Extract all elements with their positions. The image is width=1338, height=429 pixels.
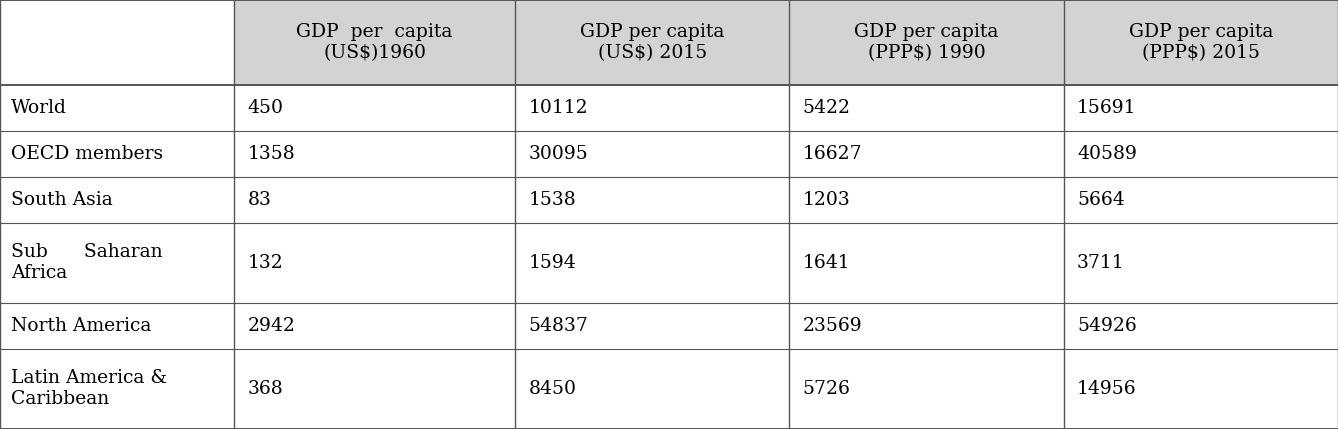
Text: 1594: 1594	[529, 254, 577, 272]
Bar	[1064, 223, 1338, 303]
Bar	[515, 0, 789, 85]
Text: World: World	[11, 99, 67, 117]
Text: GDP per capita
(PPP$) 2015: GDP per capita (PPP$) 2015	[1129, 23, 1272, 62]
Bar	[789, 85, 1064, 131]
Bar	[0, 223, 234, 303]
Bar	[1064, 177, 1338, 223]
Bar	[789, 303, 1064, 349]
Bar	[515, 223, 789, 303]
Text: 16627: 16627	[803, 145, 863, 163]
Bar	[0, 85, 234, 131]
Bar	[515, 131, 789, 177]
Bar	[789, 349, 1064, 429]
Bar	[789, 223, 1064, 303]
Text: GDP  per  capita
(US$)1960: GDP per capita (US$)1960	[297, 23, 452, 62]
Bar	[515, 303, 789, 349]
Text: 5726: 5726	[803, 380, 851, 398]
Bar	[515, 85, 789, 131]
Bar	[234, 0, 515, 85]
Bar	[234, 303, 515, 349]
Text: 450: 450	[248, 99, 284, 117]
Bar	[0, 349, 234, 429]
Bar	[234, 349, 515, 429]
Text: 83: 83	[248, 190, 272, 208]
Text: 132: 132	[248, 254, 284, 272]
Bar	[789, 131, 1064, 177]
Text: 54837: 54837	[529, 317, 589, 335]
Text: GDP per capita
(PPP$) 1990: GDP per capita (PPP$) 1990	[855, 23, 998, 62]
Bar	[515, 177, 789, 223]
Bar	[1064, 0, 1338, 85]
Text: 5664: 5664	[1077, 190, 1125, 208]
Bar	[0, 131, 234, 177]
Bar	[1064, 85, 1338, 131]
Text: 40589: 40589	[1077, 145, 1137, 163]
Text: 30095: 30095	[529, 145, 589, 163]
Text: 3711: 3711	[1077, 254, 1125, 272]
Text: 54926: 54926	[1077, 317, 1137, 335]
Text: 1358: 1358	[248, 145, 296, 163]
Bar	[1064, 303, 1338, 349]
Text: 1641: 1641	[803, 254, 851, 272]
Text: North America: North America	[11, 317, 151, 335]
Bar	[0, 303, 234, 349]
Bar	[0, 177, 234, 223]
Text: OECD members: OECD members	[11, 145, 163, 163]
Text: 1538: 1538	[529, 190, 577, 208]
Text: 2942: 2942	[248, 317, 296, 335]
Text: Latin America &
Caribbean: Latin America & Caribbean	[11, 369, 167, 408]
Text: South Asia: South Asia	[11, 190, 112, 208]
Bar	[234, 177, 515, 223]
Text: GDP per capita
(US$) 2015: GDP per capita (US$) 2015	[581, 23, 724, 62]
Bar	[234, 223, 515, 303]
Text: 8450: 8450	[529, 380, 577, 398]
Bar	[234, 131, 515, 177]
Bar	[1064, 131, 1338, 177]
Text: 14956: 14956	[1077, 380, 1137, 398]
Text: 15691: 15691	[1077, 99, 1136, 117]
Text: Sub      Saharan
Africa: Sub Saharan Africa	[11, 243, 162, 282]
Bar	[1064, 349, 1338, 429]
Text: 23569: 23569	[803, 317, 863, 335]
Text: 5422: 5422	[803, 99, 851, 117]
Text: 10112: 10112	[529, 99, 589, 117]
Text: 1203: 1203	[803, 190, 851, 208]
Bar	[789, 177, 1064, 223]
Bar	[515, 349, 789, 429]
Text: 368: 368	[248, 380, 284, 398]
Bar	[234, 85, 515, 131]
Bar	[789, 0, 1064, 85]
